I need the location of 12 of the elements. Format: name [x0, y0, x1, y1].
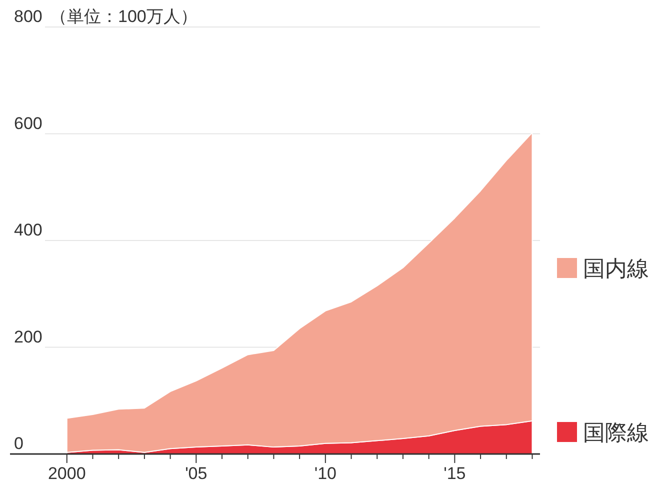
- y-tick-label: 200: [14, 327, 42, 346]
- y-tick-label: 600: [14, 114, 42, 133]
- legend-label: 国際線: [583, 420, 649, 445]
- y-tick-label: 400: [14, 220, 42, 240]
- legend-label: 国内線: [583, 256, 649, 281]
- y-axis-title: （単位：100万人）: [50, 7, 198, 26]
- y-tick-label: 800: [14, 7, 42, 26]
- x-tick-label: 2000: [48, 464, 86, 483]
- y-tick-label: 0: [14, 434, 24, 453]
- x-tick-label: '15: [444, 464, 466, 483]
- x-tick-label: '10: [314, 464, 336, 483]
- x-tick-label: '05: [185, 464, 208, 483]
